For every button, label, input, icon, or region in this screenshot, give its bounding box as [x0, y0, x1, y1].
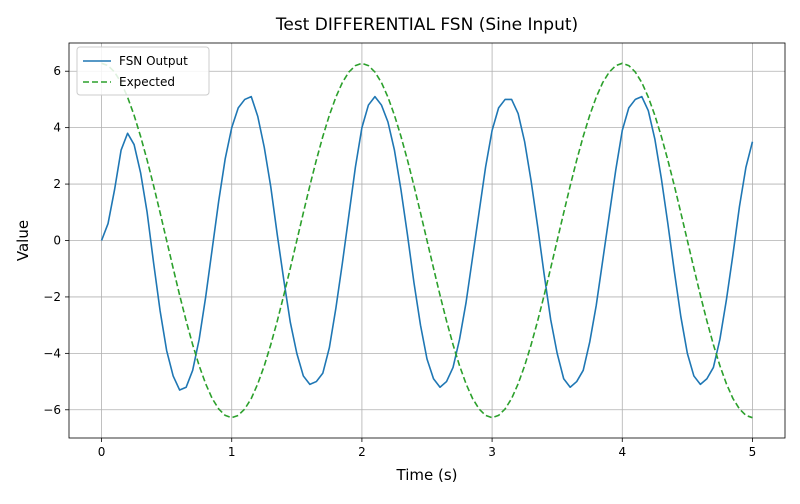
- y-tick-label: −6: [43, 403, 61, 417]
- chart-title: Test DIFFERENTIAL FSN (Sine Input): [275, 15, 578, 35]
- x-axis-label: Time (s): [396, 466, 458, 484]
- series-layer: [100, 62, 754, 419]
- x-tick-label: 4: [618, 445, 626, 459]
- x-tick-label: 2: [358, 445, 366, 459]
- y-tick-label: 6: [53, 64, 61, 78]
- series-line-expected: [101, 62, 753, 419]
- y-tick-label: −4: [43, 346, 61, 360]
- y-tick-label: 0: [53, 234, 61, 248]
- legend-label: FSN Output: [119, 54, 188, 68]
- legend: FSN Output Expected: [76, 46, 210, 96]
- axis-ticks: 0 1 2 3 4 5 −6 −4 −2 0 2 4 6: [43, 64, 756, 459]
- y-tick-label: 4: [53, 121, 61, 135]
- x-tick-label: 3: [488, 445, 496, 459]
- y-tick-label: −2: [43, 290, 61, 304]
- x-tick-label: 5: [749, 445, 757, 459]
- legend-label: Expected: [119, 75, 175, 89]
- x-tick-label: 1: [228, 445, 236, 459]
- y-axis-label: Value: [14, 220, 32, 261]
- legend-box: [76, 46, 210, 96]
- y-tick-label: 2: [53, 177, 61, 191]
- x-tick-label: 0: [98, 445, 106, 459]
- series-line-fsn-output: [100, 95, 754, 391]
